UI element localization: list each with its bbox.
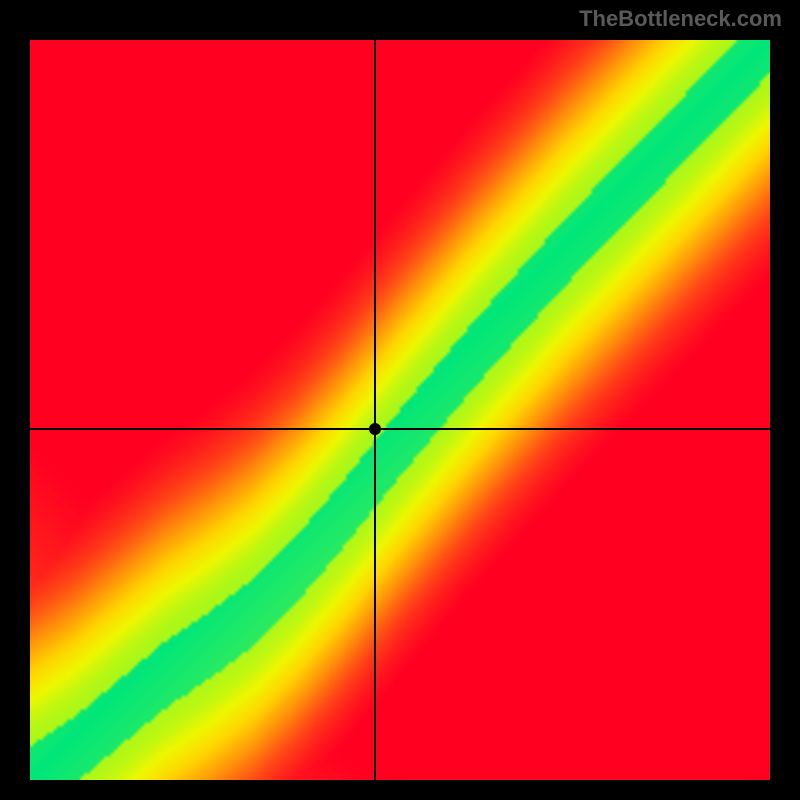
plot-area xyxy=(30,40,770,780)
crosshair-marker-dot xyxy=(369,423,381,435)
heatmap-canvas xyxy=(30,40,770,780)
watermark-text: TheBottleneck.com xyxy=(579,6,782,32)
crosshair-horizontal xyxy=(30,428,770,430)
crosshair-vertical xyxy=(374,40,376,780)
chart-container: TheBottleneck.com xyxy=(0,0,800,800)
